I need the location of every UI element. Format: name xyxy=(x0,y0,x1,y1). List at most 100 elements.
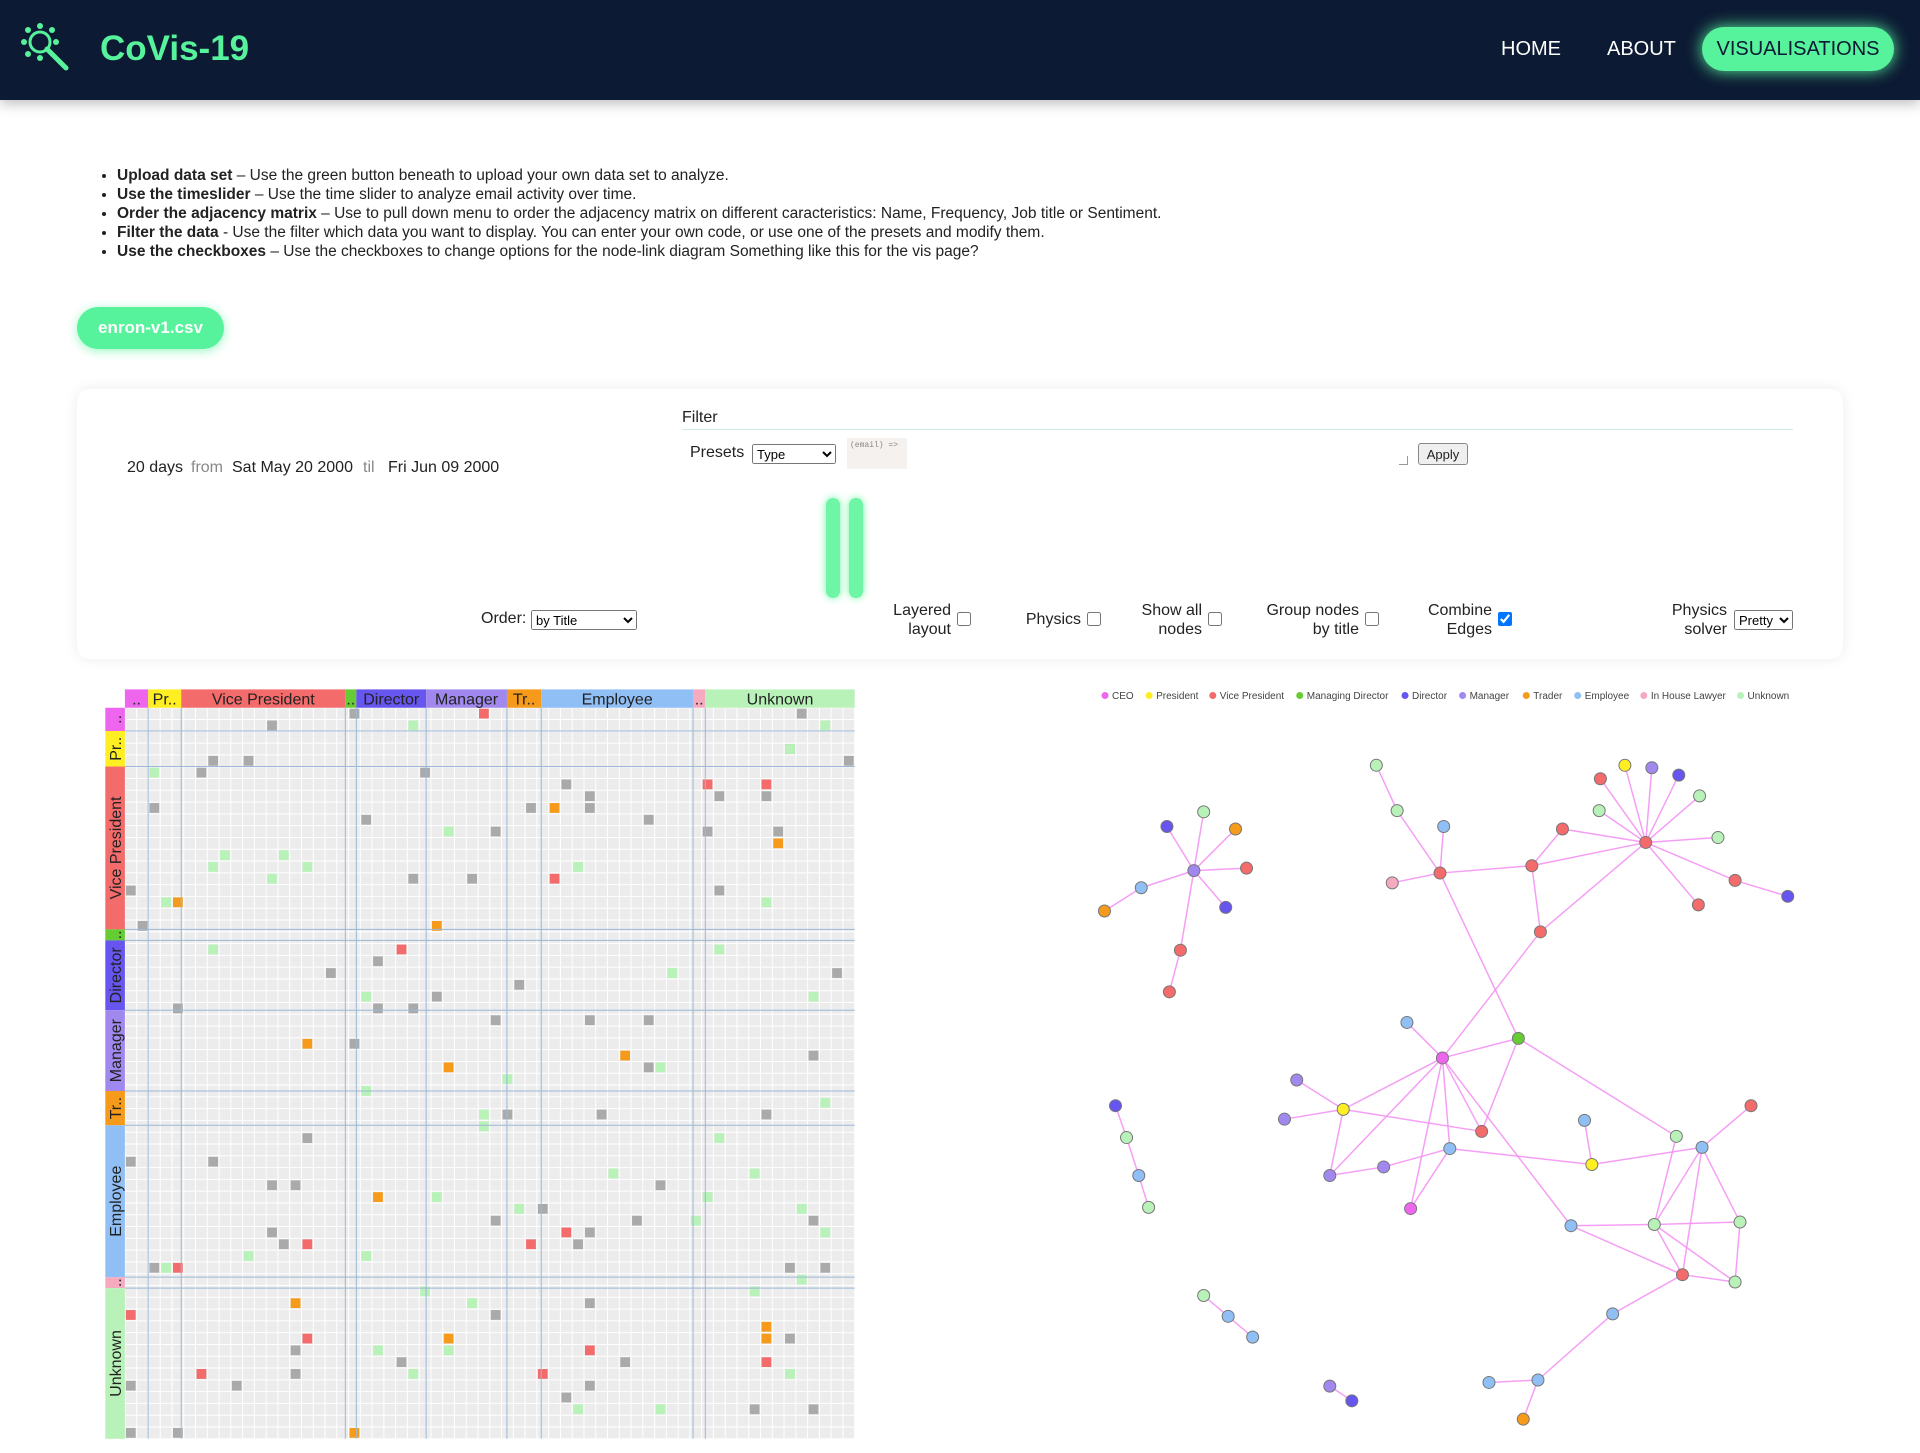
graph-node[interactable] xyxy=(1404,1202,1418,1216)
graph-edge xyxy=(1645,841,1699,906)
graph-node[interactable] xyxy=(1639,835,1653,849)
graph-node[interactable] xyxy=(1277,1112,1291,1126)
filter-title: Filter xyxy=(682,409,718,426)
days: 20 days xyxy=(127,459,184,476)
graph-node[interactable] xyxy=(1744,1099,1758,1113)
graph-node[interactable] xyxy=(1733,1215,1747,1229)
graph-node[interactable] xyxy=(1173,943,1187,957)
matrix-cell xyxy=(443,1333,454,1344)
graph-edge xyxy=(1734,879,1788,898)
graph-node[interactable] xyxy=(1229,822,1243,836)
filter-code[interactable]: (email) => xyxy=(847,438,907,469)
nav-home[interactable]: HOME xyxy=(1501,38,1561,60)
graph-edge xyxy=(1644,767,1653,843)
graph-node[interactable] xyxy=(1555,822,1569,836)
graph-node[interactable] xyxy=(1120,1131,1134,1145)
graph-node[interactable] xyxy=(1647,1217,1661,1231)
physics-solver-label: Physics solver xyxy=(1671,602,1727,638)
graph-node[interactable] xyxy=(1433,866,1447,880)
graph-node[interactable] xyxy=(1290,1073,1304,1087)
graph-node[interactable] xyxy=(1323,1379,1337,1393)
slider-handle[interactable] xyxy=(826,498,840,598)
legend-label: Manager xyxy=(1470,691,1510,702)
graph-node[interactable] xyxy=(1577,1113,1591,1127)
graph-node[interactable] xyxy=(1592,804,1606,818)
graph-node[interactable] xyxy=(1482,1375,1496,1389)
graph-node[interactable] xyxy=(1728,873,1742,887)
graph-node[interactable] xyxy=(1728,1275,1742,1289)
upload-button[interactable]: enron-v1.csv xyxy=(77,307,224,349)
graph-node[interactable] xyxy=(1435,1051,1449,1065)
option-checkbox[interactable] xyxy=(1208,612,1222,626)
graph-node[interactable] xyxy=(1221,1309,1235,1323)
order-select[interactable]: by Title xyxy=(531,610,637,630)
graph-node[interactable] xyxy=(1160,820,1174,834)
nav-visualisations[interactable]: VISUALISATIONS xyxy=(1702,27,1894,71)
graph-node[interactable] xyxy=(1672,768,1686,782)
presets-select[interactable]: Type xyxy=(752,444,836,464)
graph-node[interactable] xyxy=(1564,1219,1578,1233)
column-group-label: Employee xyxy=(582,692,653,709)
graph-node[interactable] xyxy=(1197,805,1211,819)
graph-node[interactable] xyxy=(1323,1169,1337,1183)
graph-node[interactable] xyxy=(1097,904,1111,918)
graph-node[interactable] xyxy=(1511,1031,1525,1045)
graph-node[interactable] xyxy=(1390,804,1404,818)
option-checkbox[interactable] xyxy=(957,612,971,626)
row-group xyxy=(105,731,125,767)
graph-node[interactable] xyxy=(1533,925,1547,939)
matrix-cell xyxy=(785,1333,795,1344)
graph-edge xyxy=(1439,826,1445,874)
graph-node[interactable] xyxy=(1781,889,1795,903)
matrix-cell xyxy=(420,1286,430,1297)
matrix-cell xyxy=(172,1427,183,1438)
option-checkbox[interactable] xyxy=(1365,612,1379,626)
graph-node[interactable] xyxy=(1377,1160,1391,1174)
graph-node[interactable] xyxy=(1443,1142,1457,1156)
graph-node[interactable] xyxy=(1675,1268,1689,1282)
graph-node[interactable] xyxy=(1345,1394,1359,1408)
graph-node[interactable] xyxy=(1162,985,1176,999)
graph-node[interactable] xyxy=(1618,758,1632,772)
graph-node[interactable] xyxy=(1695,1140,1709,1154)
graph-node[interactable] xyxy=(1606,1307,1620,1321)
graph-edge xyxy=(1104,887,1142,912)
graph-edge xyxy=(1193,828,1237,872)
graph-node[interactable] xyxy=(1109,1099,1123,1113)
apply-button[interactable]: Apply xyxy=(1418,443,1468,465)
graph-node[interactable] xyxy=(1475,1124,1489,1138)
matrix-cell xyxy=(808,1215,819,1226)
nav-about[interactable]: ABOUT xyxy=(1607,38,1676,60)
physics-solver-select[interactable]: Pretty xyxy=(1734,610,1793,630)
graph-node[interactable] xyxy=(1593,772,1607,786)
graph-node[interactable] xyxy=(1693,789,1707,803)
logo-title[interactable]: CoVis-19 xyxy=(100,29,250,68)
matrix-cell xyxy=(243,1251,254,1261)
graph-node[interactable] xyxy=(1711,831,1725,845)
graph-node[interactable] xyxy=(1336,1102,1350,1116)
graph-node[interactable] xyxy=(1645,761,1659,775)
graph-node[interactable] xyxy=(1240,861,1254,875)
graph-node[interactable] xyxy=(1187,864,1201,878)
graph-node[interactable] xyxy=(1197,1289,1211,1303)
graph-edge xyxy=(1166,826,1195,872)
graph-node[interactable] xyxy=(1142,1200,1156,1214)
graph-node[interactable] xyxy=(1525,859,1539,873)
graph-node[interactable] xyxy=(1385,876,1399,890)
graph-node[interactable] xyxy=(1400,1015,1414,1029)
graph-edge xyxy=(1125,1137,1140,1176)
graph-node[interactable] xyxy=(1531,1373,1545,1387)
graph-node[interactable] xyxy=(1369,758,1383,772)
graph-node[interactable] xyxy=(1246,1330,1260,1344)
graph-node[interactable] xyxy=(1134,881,1148,895)
option-checkbox[interactable] xyxy=(1498,612,1512,626)
slider-handle[interactable] xyxy=(849,498,863,598)
graph-node[interactable] xyxy=(1132,1169,1146,1183)
option-checkbox[interactable] xyxy=(1087,612,1101,626)
graph-node[interactable] xyxy=(1585,1157,1599,1171)
graph-node[interactable] xyxy=(1516,1412,1530,1426)
graph-node[interactable] xyxy=(1691,898,1705,912)
graph-node[interactable] xyxy=(1219,900,1233,914)
graph-node[interactable] xyxy=(1437,820,1451,834)
graph-node[interactable] xyxy=(1669,1129,1683,1143)
